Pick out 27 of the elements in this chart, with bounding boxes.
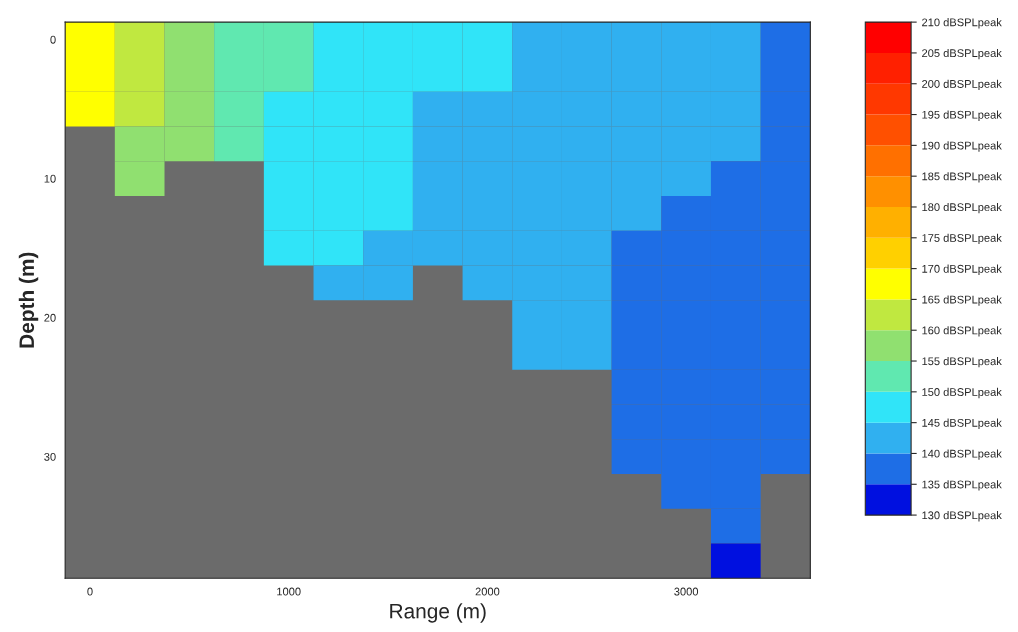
y-axis-title: Depth (m) — [18, 252, 39, 348]
color-bar-label: 135 dBSPLpeak — [922, 480, 1002, 491]
y-tick-label: 30 — [44, 452, 56, 461]
x-tick-label: 1000 — [277, 587, 301, 596]
color-bar-label: 130 dBSPLpeak — [922, 511, 1002, 522]
y-tick-label: 10 — [44, 174, 56, 183]
color-bar-label: 145 dBSPLpeak — [922, 418, 1002, 429]
color-bar-label: 200 dBSPLpeak — [922, 79, 1002, 91]
color-bar-label: 140 dBSPLpeak — [922, 449, 1002, 460]
color-bar-label: 150 dBSPLpeak — [922, 387, 1002, 399]
color-bar-label: 180 dBSPLpeak — [922, 202, 1002, 214]
color-bar-label: 190 dBSPLpeak — [922, 141, 1002, 152]
color-bar-label: 210 dBSPLpeak — [922, 18, 1002, 29]
color-bar-label: 165 dBSPLpeak — [922, 295, 1002, 306]
x-tick-label: 3000 — [674, 587, 699, 596]
color-bar-label: 195 dBSPLpeak — [922, 110, 1002, 121]
color-bar-label: 170 dBSPLpeak — [922, 264, 1002, 275]
color-bar-label: 175 dBSPLpeak — [922, 233, 1002, 245]
y-tick-label: 0 — [50, 35, 56, 44]
x-tick-label: 2000 — [475, 587, 500, 596]
y-tick-label: 20 — [44, 313, 56, 322]
color-bar-label: 205 dBSPLpeak — [922, 48, 1002, 60]
color-bar-label: 160 dBSPLpeak — [922, 326, 1002, 337]
x-tick-label: 0 — [87, 587, 93, 596]
color-bar-label: 185 dBSPLpeak — [922, 172, 1002, 183]
color-bar-label: 155 dBSPLpeak — [922, 357, 1002, 368]
x-axis-title: Range (m) — [390, 603, 486, 623]
